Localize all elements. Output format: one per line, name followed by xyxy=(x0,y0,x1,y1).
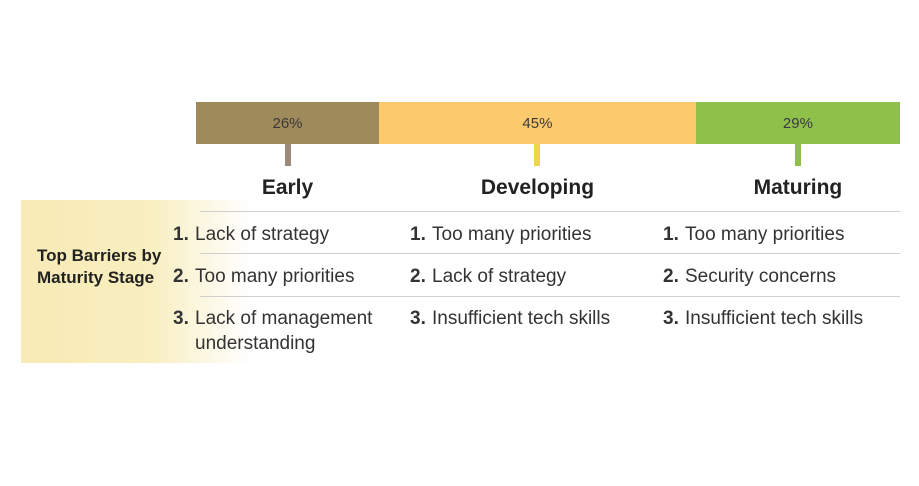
barrier-item: 3. Lack of management understanding xyxy=(173,306,395,356)
barrier-text: Too many priorities xyxy=(432,224,592,245)
bar-segment-maturing: 29% xyxy=(695,102,900,144)
stage-heading: Developing xyxy=(480,176,595,199)
stacked-percentage-bar: 26% 45% 29% xyxy=(196,102,900,144)
barrier-item: 2. Too many priorities xyxy=(173,264,395,289)
row-divider xyxy=(200,253,900,254)
bar-segment-early: 26% xyxy=(196,102,380,144)
barrier-text: Lack of strategy xyxy=(432,266,567,287)
bar-value-label: 29% xyxy=(782,114,813,132)
stage-heading: Early xyxy=(261,176,314,199)
barrier-item: 3. Insufficient tech skills xyxy=(663,306,899,331)
stage-tick-marker xyxy=(794,144,801,166)
barrier-item: 1. Too many priorities xyxy=(663,222,899,247)
row-divider xyxy=(200,211,900,212)
rank-number: 1. xyxy=(410,224,426,245)
row-divider xyxy=(200,296,900,297)
barrier-item: 2. Security concerns xyxy=(663,264,899,289)
barrier-item: 1. Too many priorities xyxy=(410,222,632,247)
barrier-text: Lack of management understanding xyxy=(195,308,373,354)
barrier-text: Insufficient tech skills xyxy=(432,308,611,329)
rank-number: 3. xyxy=(663,308,679,329)
rank-number: 3. xyxy=(410,308,426,329)
barrier-text: Security concerns xyxy=(685,266,837,287)
barrier-item: 2. Lack of strategy xyxy=(410,264,632,289)
barrier-text: Insufficient tech skills xyxy=(685,308,864,329)
stage-tick-marker xyxy=(534,144,541,166)
barrier-item: 3. Insufficient tech skills xyxy=(410,306,632,331)
rank-number: 2. xyxy=(173,266,189,287)
bar-value-label: 26% xyxy=(272,114,303,132)
barrier-text: Lack of strategy xyxy=(195,224,330,245)
barrier-text: Too many priorities xyxy=(685,224,845,245)
rank-number: 1. xyxy=(663,224,679,245)
bar-value-label: 45% xyxy=(522,114,553,132)
rank-number: 2. xyxy=(663,266,679,287)
rank-number: 1. xyxy=(173,224,189,245)
barrier-item: 1. Lack of strategy xyxy=(173,222,395,247)
bar-segment-developing: 45% xyxy=(379,102,696,144)
rank-number: 2. xyxy=(410,266,426,287)
stage-heading: Maturing xyxy=(753,176,843,199)
rank-number: 3. xyxy=(173,308,189,329)
barrier-label-panel xyxy=(21,200,251,363)
stage-tick-marker xyxy=(284,144,291,166)
barrier-text: Too many priorities xyxy=(195,266,355,287)
side-label: Top Barriers by Maturity Stage xyxy=(37,246,162,287)
